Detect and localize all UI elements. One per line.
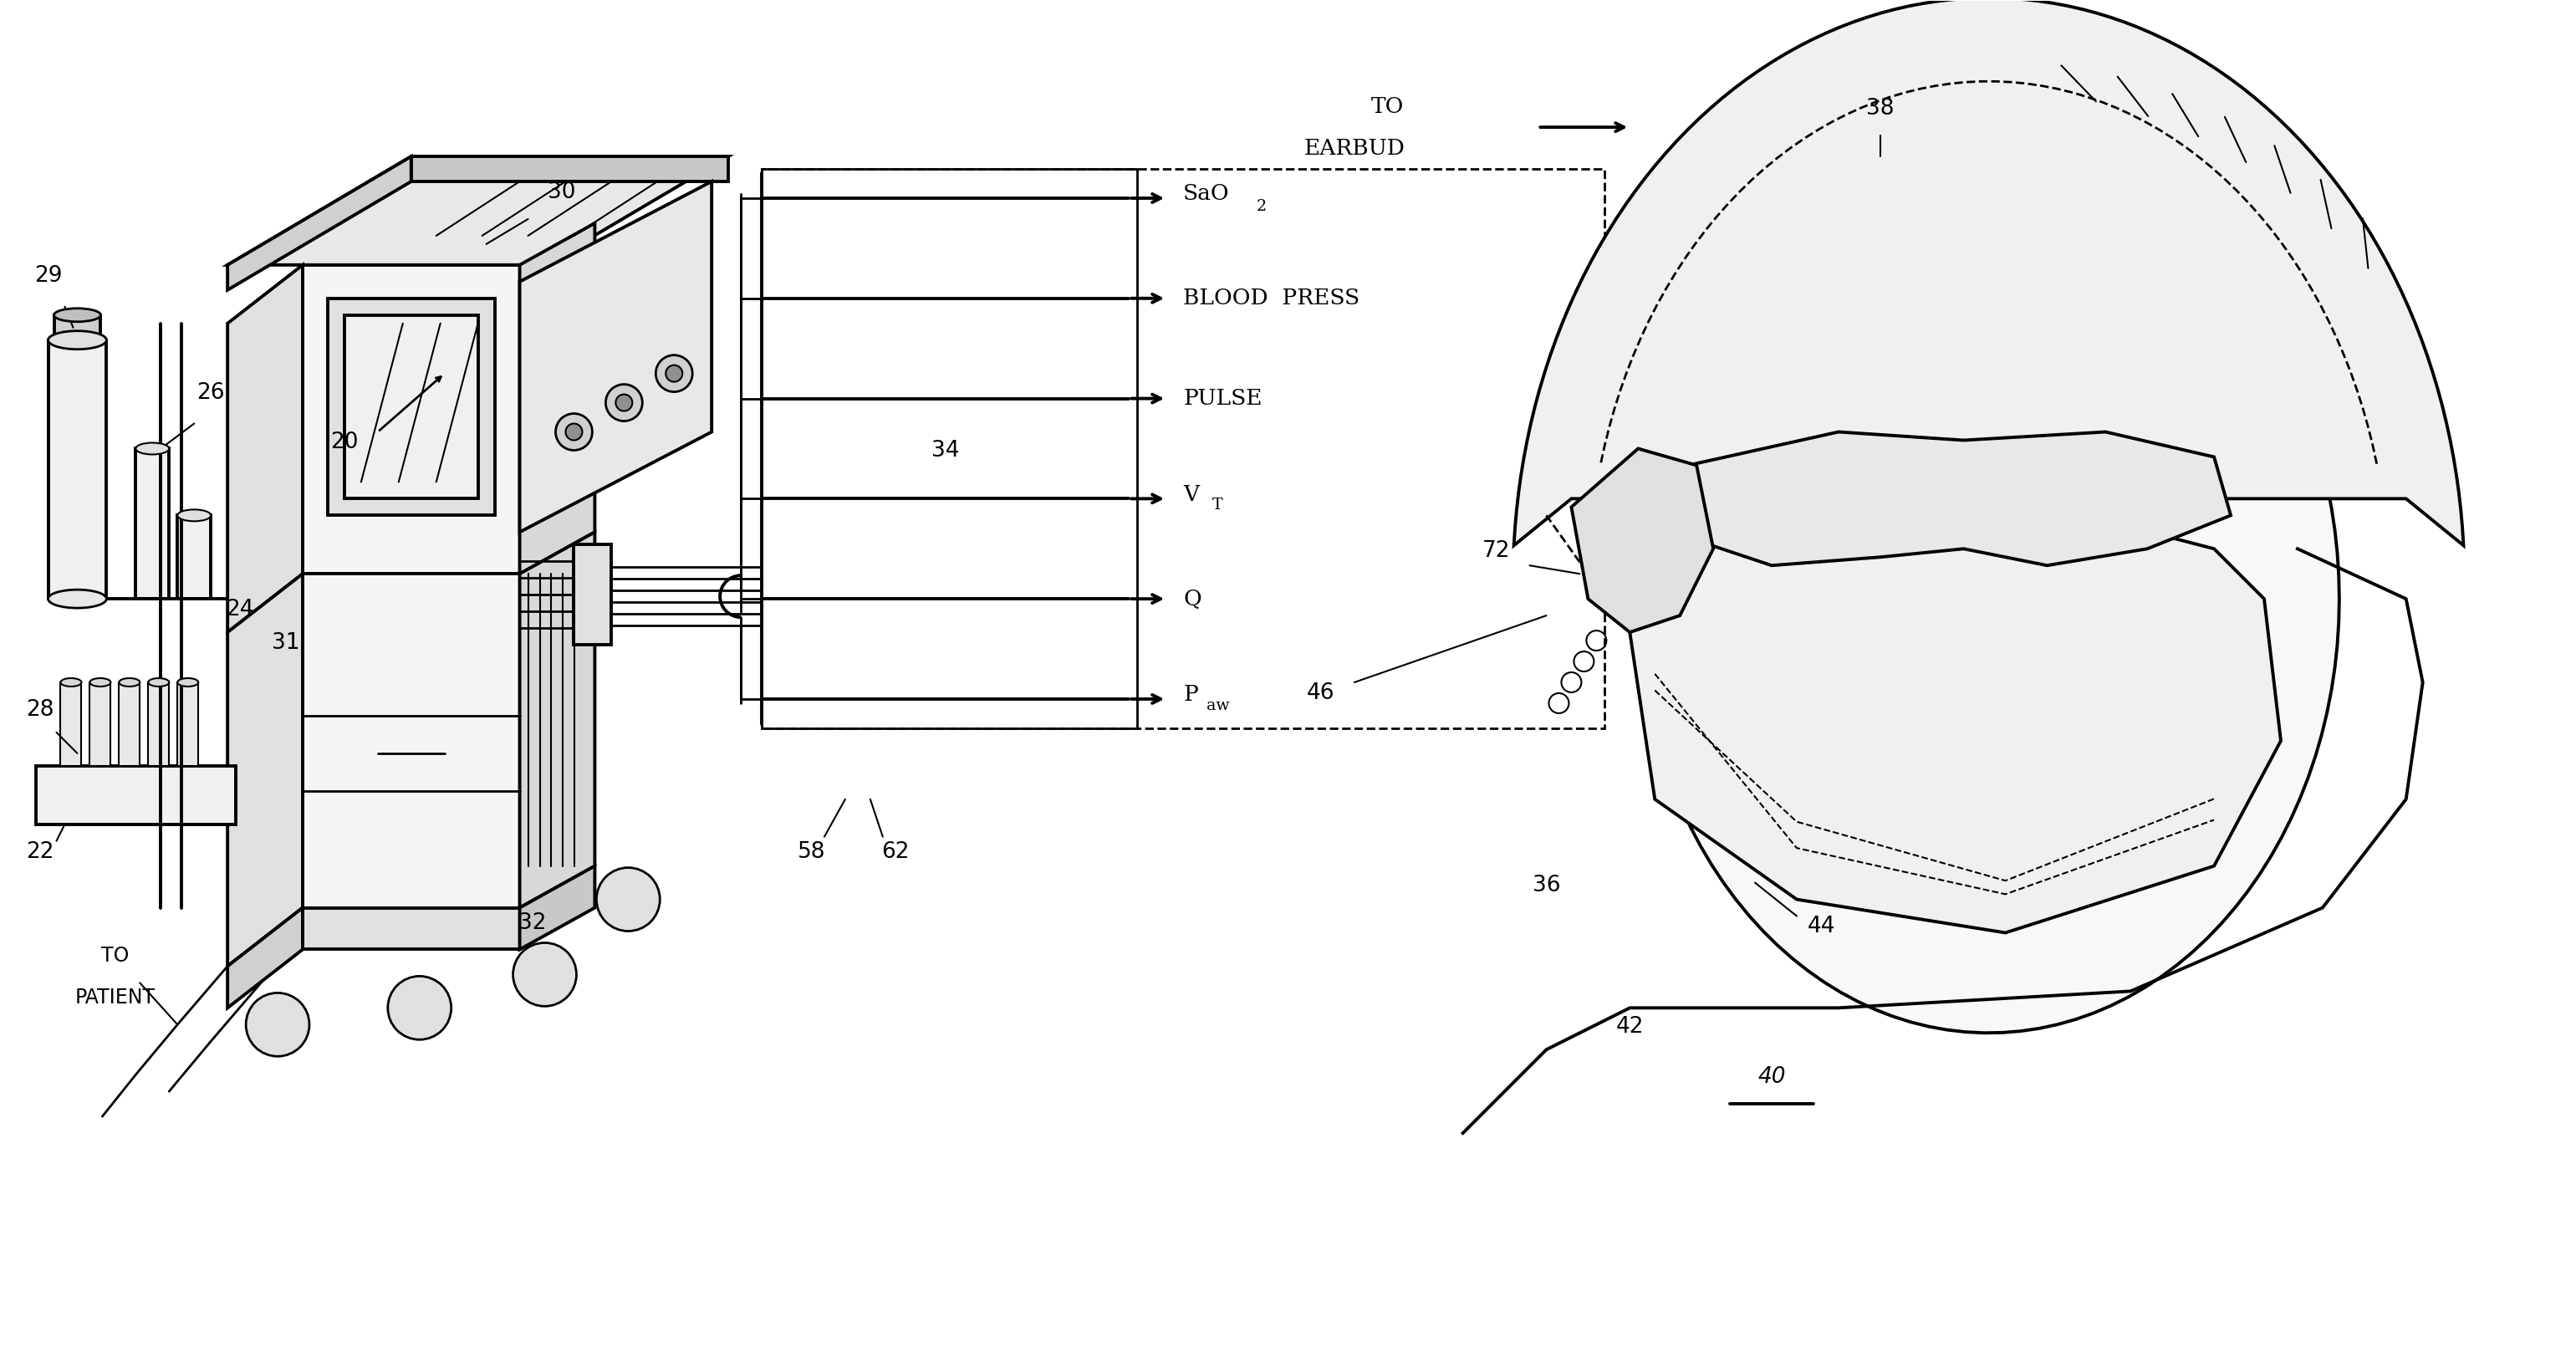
Polygon shape	[227, 156, 412, 290]
Ellipse shape	[49, 590, 106, 607]
Text: 28: 28	[26, 699, 54, 721]
Polygon shape	[137, 449, 170, 599]
Circle shape	[616, 394, 631, 410]
Circle shape	[556, 413, 592, 450]
Text: 34: 34	[933, 440, 958, 462]
Polygon shape	[49, 341, 106, 599]
Polygon shape	[520, 532, 595, 908]
Polygon shape	[90, 683, 111, 766]
Text: PATIENT: PATIENT	[75, 988, 155, 1008]
Text: 36: 36	[1533, 874, 1561, 896]
Polygon shape	[412, 156, 729, 182]
Text: 26: 26	[196, 382, 224, 404]
Polygon shape	[520, 182, 711, 532]
Polygon shape	[1515, 0, 2463, 546]
Polygon shape	[227, 156, 729, 265]
Text: EARBUD: EARBUD	[1303, 138, 1406, 159]
Text: 72: 72	[1481, 540, 1510, 562]
Polygon shape	[1631, 490, 2280, 933]
Ellipse shape	[54, 308, 100, 321]
Polygon shape	[178, 683, 198, 766]
Ellipse shape	[137, 443, 170, 454]
Text: aw: aw	[1206, 698, 1229, 713]
Polygon shape	[345, 315, 479, 499]
Polygon shape	[1672, 432, 2231, 565]
Ellipse shape	[62, 679, 82, 687]
Ellipse shape	[49, 331, 106, 349]
Polygon shape	[301, 908, 520, 949]
Polygon shape	[178, 516, 211, 599]
Polygon shape	[520, 223, 595, 573]
Ellipse shape	[90, 679, 111, 687]
Polygon shape	[62, 683, 82, 766]
Text: BLOOD  PRESS: BLOOD PRESS	[1182, 287, 1360, 309]
Polygon shape	[227, 573, 301, 966]
Text: 62: 62	[881, 841, 909, 863]
Text: Q: Q	[1182, 588, 1200, 609]
Polygon shape	[36, 766, 237, 825]
Text: TO: TO	[1370, 96, 1404, 116]
Text: 42: 42	[1615, 1016, 1643, 1038]
Polygon shape	[54, 315, 100, 341]
Text: 24: 24	[227, 599, 255, 621]
Text: 31: 31	[273, 632, 299, 654]
Text: 32: 32	[518, 912, 546, 933]
Text: 22: 22	[26, 841, 54, 863]
Text: T: T	[1213, 498, 1224, 513]
Polygon shape	[301, 265, 520, 573]
Text: PULSE: PULSE	[1182, 389, 1262, 409]
Polygon shape	[1571, 449, 1713, 632]
Text: 30: 30	[549, 182, 574, 204]
Text: 29: 29	[33, 265, 62, 287]
Circle shape	[245, 993, 309, 1056]
Circle shape	[605, 384, 641, 421]
Text: V: V	[1182, 484, 1200, 505]
Text: 2: 2	[1257, 198, 1267, 213]
Polygon shape	[118, 683, 139, 766]
Polygon shape	[1638, 164, 2339, 1033]
Text: P: P	[1182, 684, 1198, 706]
Ellipse shape	[149, 679, 170, 687]
Circle shape	[657, 356, 693, 391]
Polygon shape	[227, 908, 301, 1008]
Text: SaO: SaO	[1182, 183, 1229, 204]
Circle shape	[513, 943, 577, 1007]
Polygon shape	[327, 298, 495, 516]
Polygon shape	[301, 573, 520, 908]
Text: 44: 44	[1808, 917, 1837, 938]
Text: 40: 40	[1757, 1066, 1785, 1088]
Text: 38: 38	[1865, 98, 1893, 120]
Circle shape	[567, 424, 582, 440]
Ellipse shape	[178, 679, 198, 687]
Circle shape	[389, 977, 451, 1040]
Circle shape	[598, 867, 659, 932]
Ellipse shape	[118, 679, 139, 687]
Polygon shape	[149, 683, 170, 766]
Ellipse shape	[178, 509, 211, 521]
Text: 58: 58	[799, 841, 827, 863]
Text: TO: TO	[100, 947, 129, 966]
Text: 20: 20	[330, 432, 358, 454]
Polygon shape	[574, 544, 611, 644]
Polygon shape	[227, 265, 301, 632]
Text: 46: 46	[1306, 683, 1334, 705]
Polygon shape	[520, 866, 595, 949]
Circle shape	[665, 365, 683, 382]
